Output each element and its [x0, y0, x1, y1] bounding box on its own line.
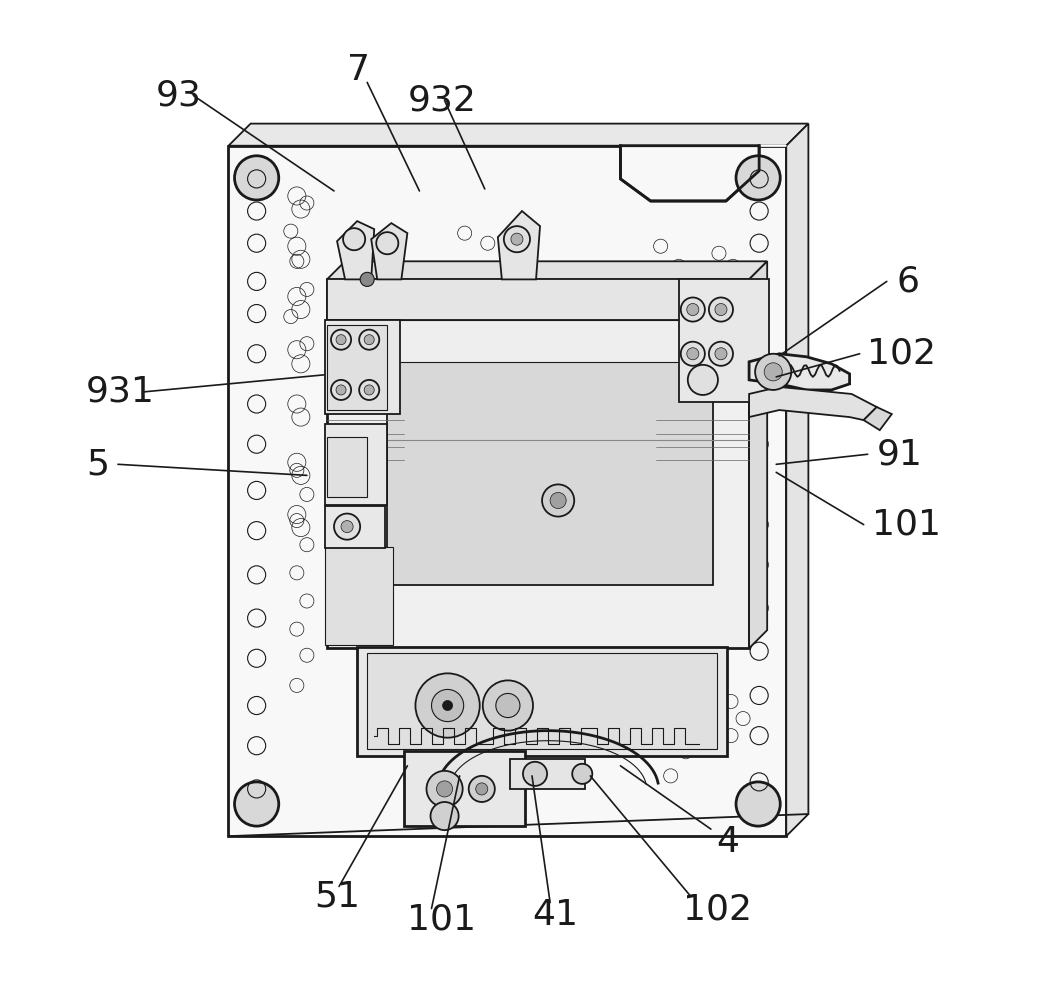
Circle shape	[736, 156, 780, 200]
Bar	[326, 320, 749, 362]
Polygon shape	[620, 146, 787, 201]
Bar	[387, 312, 713, 585]
Bar	[325, 320, 401, 414]
Circle shape	[755, 354, 792, 390]
Circle shape	[365, 385, 374, 395]
Text: 5: 5	[86, 447, 109, 481]
Bar	[325, 506, 385, 548]
Circle shape	[714, 348, 727, 360]
Circle shape	[365, 335, 374, 345]
Bar	[510, 759, 585, 789]
Text: 931: 931	[86, 375, 155, 409]
Polygon shape	[337, 221, 374, 279]
Polygon shape	[749, 387, 877, 420]
Circle shape	[687, 304, 699, 316]
Text: 102: 102	[867, 337, 936, 371]
Circle shape	[572, 764, 593, 784]
Polygon shape	[787, 124, 809, 836]
Circle shape	[376, 232, 399, 254]
Circle shape	[359, 380, 379, 400]
Circle shape	[234, 156, 279, 200]
Text: 932: 932	[407, 83, 476, 118]
Circle shape	[681, 297, 705, 322]
Polygon shape	[229, 146, 787, 836]
Bar	[357, 647, 727, 756]
Circle shape	[764, 363, 782, 381]
Circle shape	[714, 304, 727, 316]
Polygon shape	[749, 354, 849, 390]
Circle shape	[430, 802, 459, 830]
Circle shape	[426, 771, 462, 807]
Bar	[678, 279, 770, 402]
Circle shape	[437, 781, 453, 797]
Circle shape	[331, 330, 351, 350]
Circle shape	[523, 762, 547, 786]
Circle shape	[336, 385, 346, 395]
Circle shape	[511, 233, 523, 245]
Circle shape	[443, 700, 453, 711]
Polygon shape	[229, 124, 809, 146]
Circle shape	[469, 776, 495, 802]
Text: 101: 101	[871, 508, 940, 542]
Circle shape	[341, 521, 353, 533]
Circle shape	[496, 693, 520, 718]
Circle shape	[681, 342, 705, 366]
Bar	[404, 751, 525, 826]
Text: 91: 91	[877, 437, 922, 471]
Circle shape	[687, 348, 699, 360]
Polygon shape	[498, 211, 540, 279]
Polygon shape	[620, 146, 759, 201]
Text: 6: 6	[897, 264, 920, 298]
Bar	[325, 424, 387, 505]
Bar	[326, 279, 749, 648]
Circle shape	[431, 689, 463, 722]
Bar	[367, 653, 717, 749]
Circle shape	[334, 514, 360, 540]
Circle shape	[416, 673, 480, 738]
Polygon shape	[371, 223, 407, 279]
Circle shape	[360, 272, 374, 286]
Text: 51: 51	[314, 879, 360, 914]
Text: 4: 4	[716, 825, 739, 859]
Circle shape	[359, 330, 379, 350]
Circle shape	[709, 297, 734, 322]
Circle shape	[688, 365, 718, 395]
Bar	[326, 437, 367, 497]
Circle shape	[331, 380, 351, 400]
Text: 41: 41	[532, 897, 578, 932]
Text: 7: 7	[347, 53, 370, 87]
Circle shape	[550, 492, 566, 509]
Circle shape	[504, 226, 530, 252]
Polygon shape	[749, 261, 767, 648]
Circle shape	[709, 342, 734, 366]
Bar	[326, 325, 387, 410]
Circle shape	[234, 782, 279, 826]
Circle shape	[343, 228, 366, 250]
Polygon shape	[864, 407, 891, 430]
Circle shape	[736, 782, 780, 826]
Text: 101: 101	[407, 902, 476, 937]
Polygon shape	[326, 261, 767, 279]
Text: 102: 102	[683, 892, 752, 927]
Bar	[325, 547, 393, 645]
Text: 93: 93	[156, 78, 202, 113]
Circle shape	[482, 680, 533, 731]
Bar	[326, 279, 749, 320]
Circle shape	[336, 335, 346, 345]
Circle shape	[542, 484, 575, 517]
Circle shape	[476, 783, 488, 795]
